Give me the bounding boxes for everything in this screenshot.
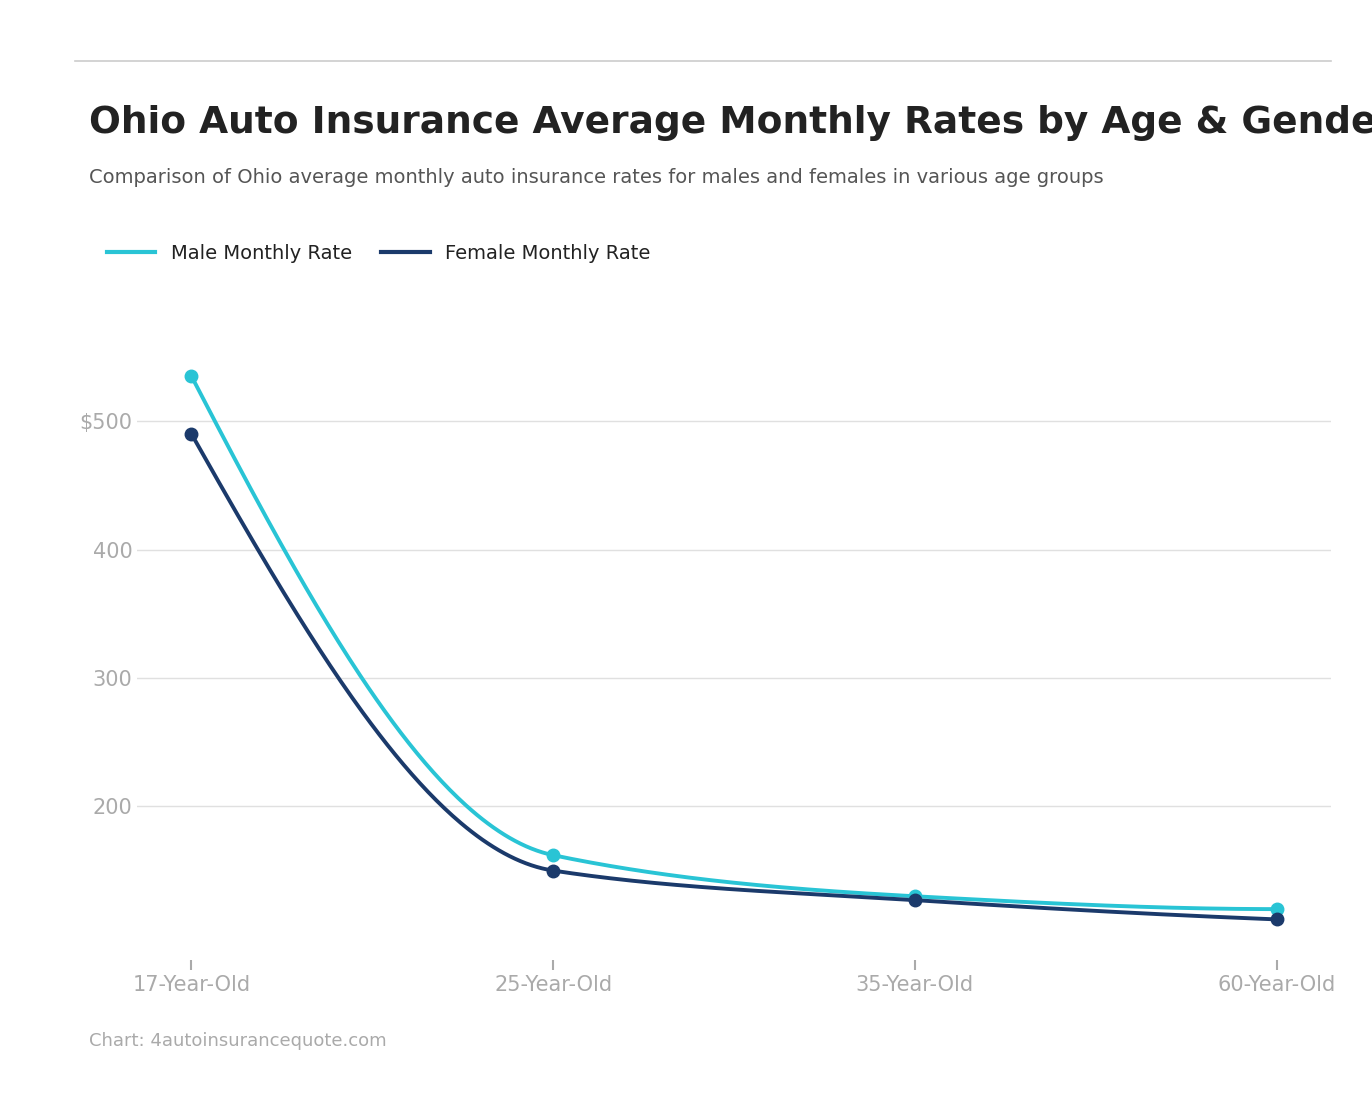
Legend: Male Monthly Rate, Female Monthly Rate: Male Monthly Rate, Female Monthly Rate (99, 236, 659, 270)
Text: Comparison of Ohio average monthly auto insurance rates for males and females in: Comparison of Ohio average monthly auto … (89, 168, 1104, 187)
Text: Chart: 4autoinsurancequote.com: Chart: 4autoinsurancequote.com (89, 1032, 387, 1050)
Text: Ohio Auto Insurance Average Monthly Rates by Age & Gender: Ohio Auto Insurance Average Monthly Rate… (89, 105, 1372, 141)
